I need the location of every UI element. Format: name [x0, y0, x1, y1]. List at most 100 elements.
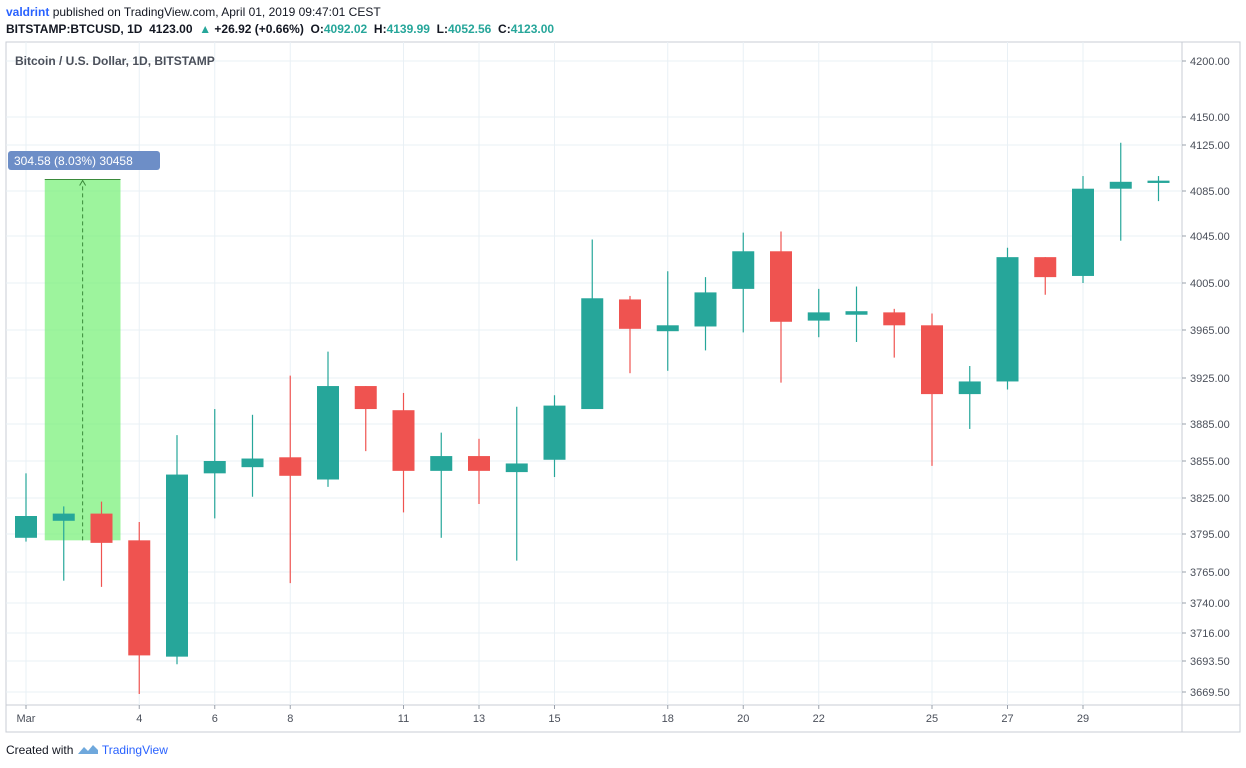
price-range-measure[interactable] [44, 179, 121, 541]
candle-body [52, 513, 75, 521]
candle-day-22 [807, 288, 830, 338]
candle-day-14 [505, 406, 528, 561]
low-label: L: [436, 22, 448, 36]
price-tick-label: 3693.50 [1190, 656, 1230, 668]
candle-body [770, 251, 792, 322]
candle-day-19 [694, 277, 717, 351]
candle-day-2 [52, 506, 75, 581]
measure-label-text: 304.58 (8.03%) 30458 [14, 154, 133, 168]
candle-body [996, 257, 1019, 382]
publish-info: valdrint published on TradingView.com, A… [6, 5, 381, 19]
time-tick-label: 4 [136, 713, 142, 725]
candle-body [279, 457, 302, 476]
time-tick-label: 18 [662, 713, 674, 725]
candle-day-1 [15, 473, 37, 542]
close-label: C: [498, 22, 511, 36]
candle-day-7 [241, 414, 264, 497]
candle-day-3 [90, 501, 113, 587]
price-tick-label: 4085.00 [1190, 186, 1230, 198]
candle-day-24 [883, 308, 906, 358]
candle-body [241, 458, 264, 468]
candle-body [1072, 188, 1094, 276]
price-tick-label: 4200.00 [1190, 56, 1230, 68]
price-tick-label: 3740.00 [1190, 598, 1230, 610]
candle-body [845, 311, 868, 315]
candle-body [166, 474, 188, 657]
candle-body [392, 410, 415, 471]
candle-body [543, 405, 566, 460]
symbol-label[interactable]: BITSTAMP:BTCUSD, 1D [6, 22, 143, 36]
candle-day-31 [1147, 176, 1170, 202]
symbol-info-bar: BITSTAMP:BTCUSD, 1D 4123.00 ▲ +26.92 (+0… [6, 22, 554, 36]
time-tick-label: Mar [17, 713, 36, 725]
time-tick-label: 15 [548, 713, 560, 725]
candle-body [581, 298, 604, 410]
candle-day-25 [921, 313, 943, 466]
candle-day-27 [996, 247, 1019, 390]
measure-box[interactable] [44, 179, 121, 541]
candle-body [694, 292, 717, 327]
time-tick-label: 22 [813, 713, 825, 725]
open-value: 4092.02 [323, 22, 368, 36]
measure-label: 304.58 (8.03%) 30458 [8, 151, 160, 170]
footer: Created with TradingView [6, 742, 168, 757]
price-tick-label: 3965.00 [1190, 325, 1230, 337]
candle-day-17 [619, 295, 641, 374]
price-tick-label: 3825.00 [1190, 493, 1230, 505]
price-tick-label: 3716.00 [1190, 628, 1230, 640]
price-tick-label: 3795.00 [1190, 529, 1230, 541]
time-tick-label: 20 [737, 713, 749, 725]
price-axis-labels: 4200.00 4150.00 4125.00 4085.00 4045.00 4005.… [1182, 56, 1230, 699]
time-tick-label: 25 [926, 713, 938, 725]
published-text: published on TradingView.com, April 01, … [52, 5, 381, 19]
candle-day-5 [166, 435, 188, 665]
author-link[interactable]: valdrint [6, 5, 50, 19]
high-value: 4139.99 [386, 22, 430, 36]
candle-body [1109, 181, 1132, 189]
candle-body [1034, 257, 1057, 278]
price-tick-label: 4150.00 [1190, 112, 1230, 124]
time-tick-label: 6 [212, 713, 218, 725]
candle-body [15, 516, 37, 538]
candle-body [317, 386, 339, 480]
high-label: H: [373, 22, 387, 36]
price-tick-label: 3885.00 [1190, 419, 1230, 431]
candle-day-10 [354, 386, 377, 452]
candle-body [807, 312, 830, 321]
candle-body [203, 461, 226, 474]
chart-border [5, 41, 1241, 733]
time-tick-label: 8 [287, 713, 293, 725]
time-tick-label: 29 [1077, 713, 1089, 725]
candle-day-8 [279, 375, 302, 584]
low-value: 4052.56 [447, 22, 492, 36]
candle-body [128, 540, 151, 656]
candle-body [430, 456, 453, 471]
time-tick-label: 11 [398, 713, 409, 725]
candles [15, 142, 1170, 694]
candle-day-16 [581, 239, 604, 410]
change-arrow-icon: ▲ [199, 22, 212, 36]
price-tick-label: 4125.00 [1190, 140, 1230, 152]
tradingview-brand-link[interactable]: TradingView [101, 743, 168, 757]
time-tick-label: 27 [1001, 713, 1013, 725]
candle-day-21 [770, 231, 792, 383]
created-with-label: Created with [6, 743, 74, 757]
candle-body [505, 463, 528, 473]
candle-body [921, 325, 943, 395]
price-tick-label: 4005.00 [1190, 278, 1230, 290]
time-axis-labels: Mar 4 6 8 11 13 15 18 20 22 25 27 29 [17, 705, 1089, 725]
candle-day-11 [392, 392, 415, 513]
candle-day-30 [1109, 142, 1132, 241]
candle-day-9 [317, 351, 339, 487]
price-tick-label: 3765.00 [1190, 567, 1230, 579]
price-tick-label: 3925.00 [1190, 373, 1230, 385]
candle-body [656, 325, 679, 332]
candle-day-26 [958, 366, 981, 429]
candle-day-4 [128, 522, 151, 694]
candle-day-15 [543, 395, 566, 478]
candle-body [90, 513, 113, 543]
candle-day-20 [732, 232, 755, 333]
candle-body [1147, 180, 1170, 183]
price-tick-label: 4045.00 [1190, 231, 1230, 243]
